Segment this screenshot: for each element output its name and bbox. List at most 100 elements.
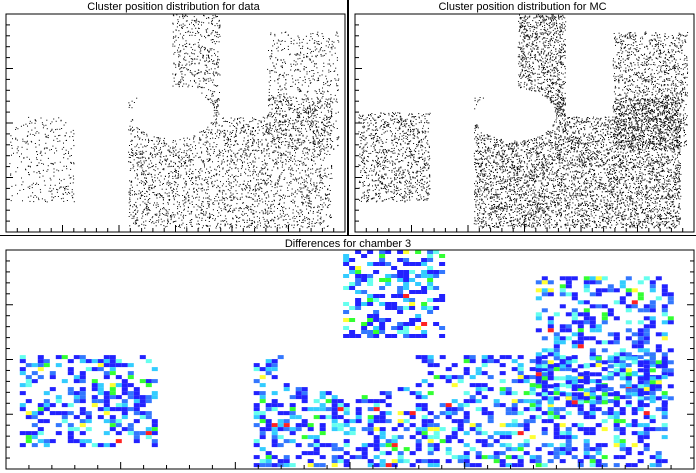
scatter-point: [204, 47, 206, 49]
scatter-point: [267, 99, 269, 101]
scatter-point: [205, 211, 207, 213]
scatter-point: [317, 205, 319, 207]
scatter-point: [312, 141, 314, 143]
scatter-point: [378, 140, 380, 142]
scatter-point: [152, 154, 153, 156]
scatter-point: [364, 126, 366, 128]
scatter-point: [26, 141, 28, 143]
scatter-point: [309, 58, 311, 60]
scatter-point: [229, 207, 231, 209]
scatter-point: [270, 114, 272, 116]
scatter-point: [306, 195, 308, 197]
scatter-point: [244, 221, 245, 223]
scatter-point: [244, 129, 246, 131]
scatter-point: [267, 168, 269, 170]
scatter-point: [320, 218, 322, 220]
scatter-point: [47, 157, 49, 159]
scatter-point: [272, 138, 274, 140]
scatter-point: [273, 97, 274, 99]
scatter-point: [181, 73, 183, 75]
scatter-point: [299, 219, 300, 221]
scatter-point: [252, 120, 254, 122]
scatter-point: [46, 128, 48, 130]
scatter-point: [234, 176, 235, 177]
scatter-point: [235, 227, 237, 229]
scatter-point: [410, 140, 412, 142]
scatter-point: [141, 153, 143, 155]
scatter-point: [297, 189, 299, 191]
scatter-point: [19, 189, 21, 191]
scatter-point: [285, 82, 287, 84]
scatter-point: [284, 61, 286, 63]
scatter-point: [208, 204, 210, 206]
scatter-point: [200, 183, 202, 185]
scatter-point: [403, 123, 405, 125]
scatter-point: [317, 121, 319, 123]
scatter-point: [196, 58, 198, 60]
scatter-point: [400, 118, 402, 120]
scatter-point: [327, 167, 329, 169]
scatter-point: [258, 184, 260, 186]
scatter-point: [416, 144, 417, 146]
scatter-point: [391, 197, 393, 199]
scatter-point: [275, 97, 277, 99]
scatter-point: [297, 53, 299, 55]
scatter-point: [330, 97, 332, 99]
scatter-point: [248, 156, 250, 158]
scatter-point: [325, 194, 327, 196]
scatter-point: [307, 98, 309, 100]
scatter-point: [325, 75, 327, 77]
scatter-point: [134, 191, 135, 193]
scatter-point: [310, 142, 312, 143]
scatter-point: [281, 74, 283, 76]
scatter-point: [369, 170, 371, 172]
scatter-point: [181, 64, 183, 66]
scatter-point: [197, 85, 199, 87]
scatter-point: [327, 143, 328, 145]
scatter-point: [253, 139, 255, 141]
scatter-point: [266, 197, 268, 199]
scatter-point: [135, 152, 137, 154]
scatter-point: [184, 24, 186, 26]
scatter-point: [371, 113, 373, 115]
scatter-point: [36, 151, 38, 152]
scatter-point: [213, 115, 215, 117]
scatter-point: [249, 188, 251, 190]
scatter-point: [130, 181, 132, 183]
scatter-point: [201, 184, 203, 186]
scatter-point: [158, 193, 160, 194]
scatter-point: [327, 138, 329, 140]
scatter-point: [322, 129, 324, 131]
scatter-point: [185, 155, 187, 157]
scatter-point: [135, 206, 137, 207]
scatter-point: [188, 188, 190, 190]
scatter-point: [300, 183, 302, 185]
scatter-point: [411, 186, 413, 188]
scatter-point: [209, 158, 210, 160]
scatter-point: [28, 116, 30, 118]
scatter-point: [230, 154, 232, 156]
scatter-point: [213, 41, 215, 43]
scatter-point: [306, 73, 308, 75]
scatter-point: [266, 153, 268, 155]
scatter-point: [187, 69, 189, 71]
scatter-point: [239, 158, 241, 160]
scatter-point: [212, 30, 214, 32]
scatter-point: [404, 188, 406, 190]
scatter-point: [300, 191, 302, 193]
scatter-point: [200, 168, 202, 170]
scatter-point: [129, 205, 131, 207]
scatter-point: [153, 222, 155, 224]
scatter-point: [318, 107, 319, 109]
scatter-point: [275, 126, 277, 128]
scatter-point: [215, 71, 217, 73]
scatter-point: [288, 184, 290, 186]
scatter-point: [285, 159, 287, 160]
scatter-point: [290, 138, 291, 140]
scatter-point: [174, 175, 176, 177]
scatter-point: [202, 57, 204, 59]
scatter-point: [366, 177, 367, 179]
scatter-point: [269, 176, 271, 178]
scatter-point: [131, 148, 133, 150]
scatter-point: [394, 186, 395, 188]
